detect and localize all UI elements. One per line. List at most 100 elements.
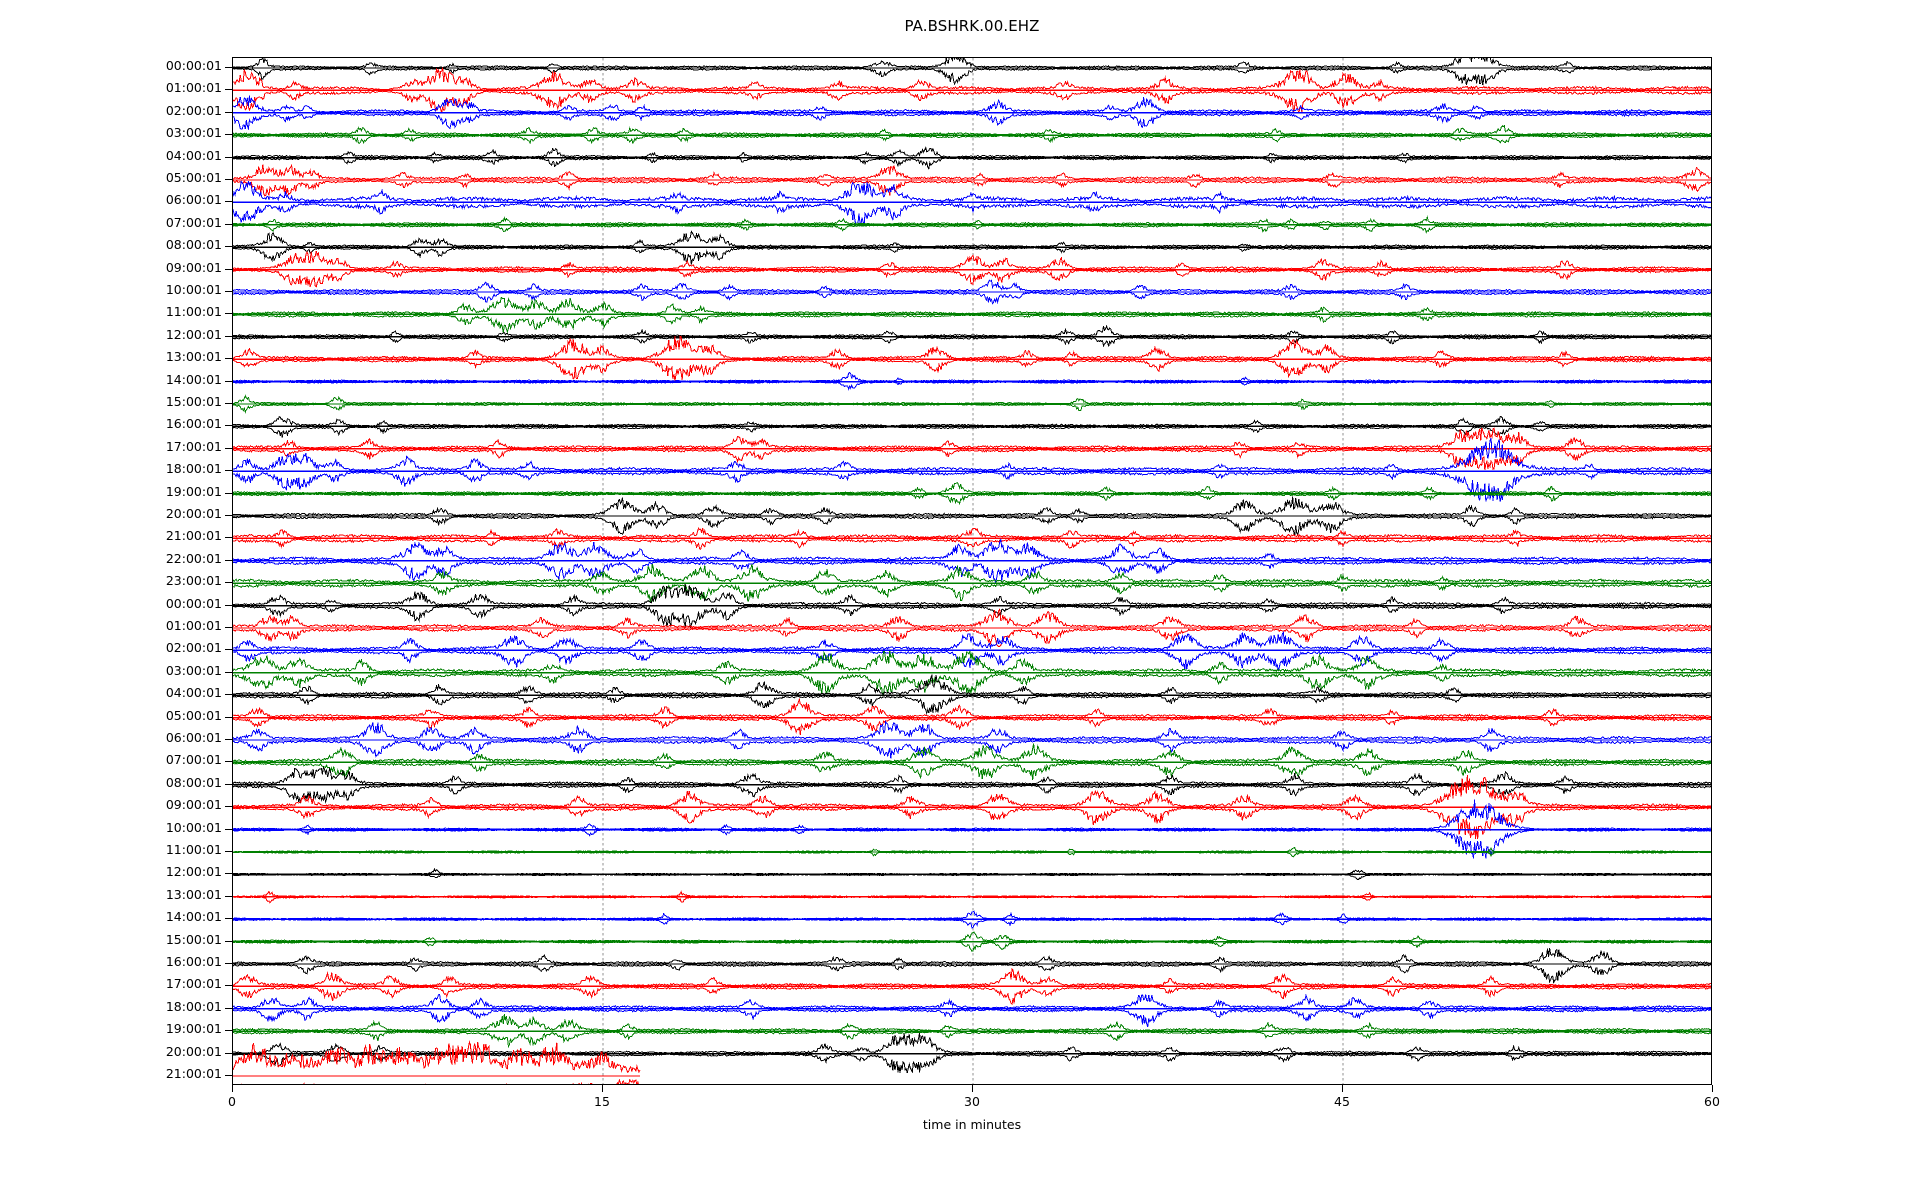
trace-path [233, 157, 1711, 171]
y-axis-tick-mark [225, 806, 232, 808]
trace-path [233, 67, 1711, 86]
trace-path [233, 799, 1711, 830]
y-axis-tick-mark [225, 470, 232, 472]
y-axis-tick-mark [225, 963, 232, 964]
y-axis-tick-label: 05:00:01 [165, 707, 222, 723]
trace-path [233, 381, 1711, 391]
y-axis-tick-label: 10:00:01 [165, 819, 222, 835]
y-axis-tick-mark [225, 671, 232, 673]
y-axis-tick-mark [225, 851, 232, 852]
trace-path [233, 1033, 1711, 1054]
trace-path [233, 371, 1711, 382]
trace-path [233, 765, 1711, 785]
trace-row [233, 324, 1711, 348]
trace-path [233, 427, 1711, 449]
x-axis-tick-label: 0 [228, 1094, 236, 1109]
y-axis-tick-label: 19:00:01 [165, 483, 222, 499]
trace-row [233, 947, 1711, 985]
trace-path [233, 179, 1711, 197]
trace-path [233, 336, 1711, 348]
y-axis-tick-mark [225, 828, 232, 830]
trace-row [233, 1040, 641, 1084]
trace-path [233, 720, 1711, 741]
trace-row [233, 371, 1711, 391]
x-axis-tick-mark [1712, 1085, 1713, 1092]
trace-row [233, 743, 1711, 781]
y-axis-tick-mark [225, 918, 232, 920]
trace-row [233, 95, 1711, 131]
y-axis-tick-label: 15:00:01 [165, 931, 222, 947]
trace-row [233, 1033, 1711, 1074]
x-axis-tick-label: 15 [594, 1094, 610, 1109]
y-axis-tick-mark [225, 604, 232, 606]
y-axis-tick-mark [225, 335, 232, 337]
trace-path [233, 829, 1711, 859]
y-axis-tick-label: 21:00:01 [165, 1066, 222, 1081]
trace-path [233, 247, 1711, 265]
trace-path [233, 324, 1711, 337]
trace-path [233, 224, 1711, 234]
trace-row [233, 537, 1711, 585]
trace-row [233, 180, 1711, 227]
y-axis-tick-label: 14:00:01 [165, 371, 222, 387]
trace-path [233, 527, 1711, 539]
y-axis-tick-mark [225, 313, 232, 315]
trace-row [233, 697, 1711, 736]
y-axis-tick-mark [225, 873, 232, 875]
trace-row [233, 279, 1711, 305]
trace-path [233, 230, 1711, 248]
trace-path [233, 605, 1711, 629]
trace-path [233, 918, 1711, 929]
trace-path [233, 58, 1711, 69]
trace-row [233, 124, 1711, 145]
y-axis-tick-label: 11:00:01 [165, 842, 222, 857]
y-axis-tick-label: 07:00:01 [165, 752, 222, 768]
y-axis-tick-mark [225, 268, 232, 270]
trace-path [233, 867, 1711, 875]
trace-path [233, 448, 1711, 471]
y-axis-tick-label: 13:00:01 [165, 886, 222, 902]
trace-path [233, 163, 1711, 181]
trace-row [233, 496, 1711, 537]
trace-path [233, 95, 1711, 113]
y-axis-tick-label: 13:00:01 [165, 349, 222, 365]
y-axis-tick-mark [225, 515, 232, 516]
y-axis-tick-label: 08:00:01 [165, 774, 222, 790]
trace-path [233, 672, 1711, 697]
trace-path [233, 947, 1711, 965]
trace-row [233, 437, 1711, 502]
y-axis-tick-mark [225, 783, 232, 785]
trace-path [233, 986, 1711, 1006]
y-axis-tick-label: 15:00:01 [165, 394, 222, 409]
x-axis-tick-mark [1342, 1085, 1343, 1092]
trace-path [233, 112, 1711, 131]
y-axis-tick-label: 07:00:01 [165, 214, 222, 230]
plot-title-text: PA.BSHRK.00.EHZ [904, 17, 1040, 35]
trace-row [233, 58, 1711, 86]
y-axis-tick-label: 20:00:01 [165, 1043, 222, 1059]
trace-row [233, 427, 1711, 471]
x-axis-tick-label: 45 [1334, 1094, 1350, 1109]
trace-path [233, 1040, 641, 1074]
y-axis-tick-label: 16:00:01 [165, 416, 222, 432]
trace-row [233, 910, 1711, 929]
trace-path [233, 583, 1711, 603]
y-axis-tick-label: 04:00:01 [165, 685, 222, 701]
y-axis-tick-label: 12:00:01 [165, 326, 222, 342]
y-axis-tick-label: 11:00:01 [165, 304, 222, 320]
trace-path [233, 910, 1711, 920]
trace-path [233, 415, 1711, 427]
trace-path [233, 90, 1711, 114]
trace-path [233, 471, 1711, 502]
trace-path [233, 496, 1711, 517]
trace-path [233, 931, 1711, 942]
trace-row [233, 993, 1711, 1028]
y-axis-tick-labels: 00:00:01 01:00:01 02:00:01 03:00:01 04:00:01… [0, 0, 222, 1200]
trace-row [233, 215, 1711, 234]
plot-area [232, 57, 1712, 1085]
trace-path [233, 215, 1711, 226]
y-axis-tick-label: 17:00:01 [165, 438, 222, 454]
trace-path [233, 650, 1711, 672]
y-axis-tick-label: 22:00:01 [165, 550, 222, 566]
trace-path [233, 673, 1711, 696]
